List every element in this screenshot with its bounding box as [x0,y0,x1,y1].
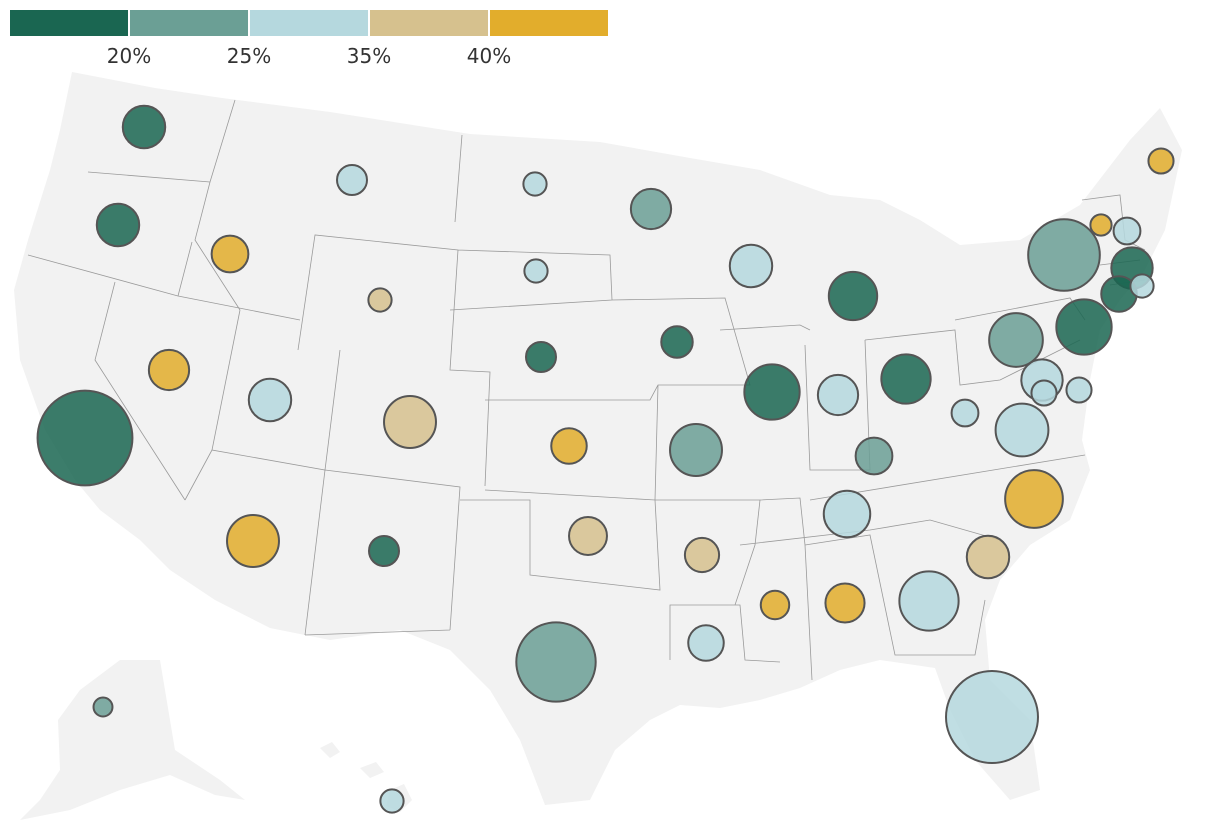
bubble-va [994,402,1050,458]
bubble-ut [247,377,293,423]
bubble-nj [1055,298,1113,356]
bubble-oh [880,353,932,405]
bubble-nv [147,348,191,392]
contiguous-us-land [14,72,1182,805]
bubble-dc [1030,379,1058,407]
bubble-nc [1004,469,1064,529]
bubble-vt [1089,213,1113,237]
bubble-layer [36,104,1175,814]
bubble-ne [525,341,557,373]
bubble-ky [854,436,894,476]
bubble-me [1147,147,1175,175]
bubble-al [824,582,866,624]
bubble-tx [515,621,597,703]
bubble-sc [965,534,1011,580]
bubble-wv [950,398,980,428]
bubble-fl [945,670,1039,764]
bubble-nd [522,171,548,197]
bubble-pa [988,312,1044,368]
bubble-mo [669,423,723,477]
bubble-id [210,234,250,274]
bubble-il [743,363,801,421]
bubble-mi [827,270,879,322]
bubble-az [226,514,280,568]
alaska-land [20,660,245,820]
bubble-nm [368,535,400,567]
legend-swatch-5 [490,10,608,36]
bubble-wi [728,243,774,289]
bubble-ia [660,325,694,359]
bubble-co [383,395,437,449]
legend-swatch-1 [10,10,128,36]
bubble-wa [121,104,167,150]
legend-tick-3: 35% [346,44,392,68]
bubble-tn [822,489,872,539]
legend-swatch-3 [250,10,368,36]
bubble-ok [568,516,608,556]
legend-swatch-2 [130,10,248,36]
bubble-nh [1112,216,1142,246]
bubble-sd [523,258,549,284]
legend-tick-1: 20% [106,44,152,68]
color-legend: 20% 25% 35% 40% [10,10,610,70]
bubble-ms [759,589,791,621]
bubble-or [95,202,141,248]
bubble-ar [683,536,721,574]
bubble-in [816,373,860,417]
bubble-la [687,624,725,662]
legend-tick-2: 25% [226,44,272,68]
bubble-mt [336,164,368,196]
bubble-mn [629,187,673,231]
bubble-hi [379,788,405,814]
bubble-ak [92,696,114,718]
bubble-ks [550,427,588,465]
bubble-de [1065,376,1093,404]
bubble-wy [367,287,393,313]
bubble-ga [898,570,960,632]
bubble-ca [36,389,134,487]
bubble-ny [1027,218,1101,292]
legend-swatch-4 [370,10,488,36]
bubble-ri [1129,273,1155,299]
legend-tick-4: 40% [466,44,512,68]
